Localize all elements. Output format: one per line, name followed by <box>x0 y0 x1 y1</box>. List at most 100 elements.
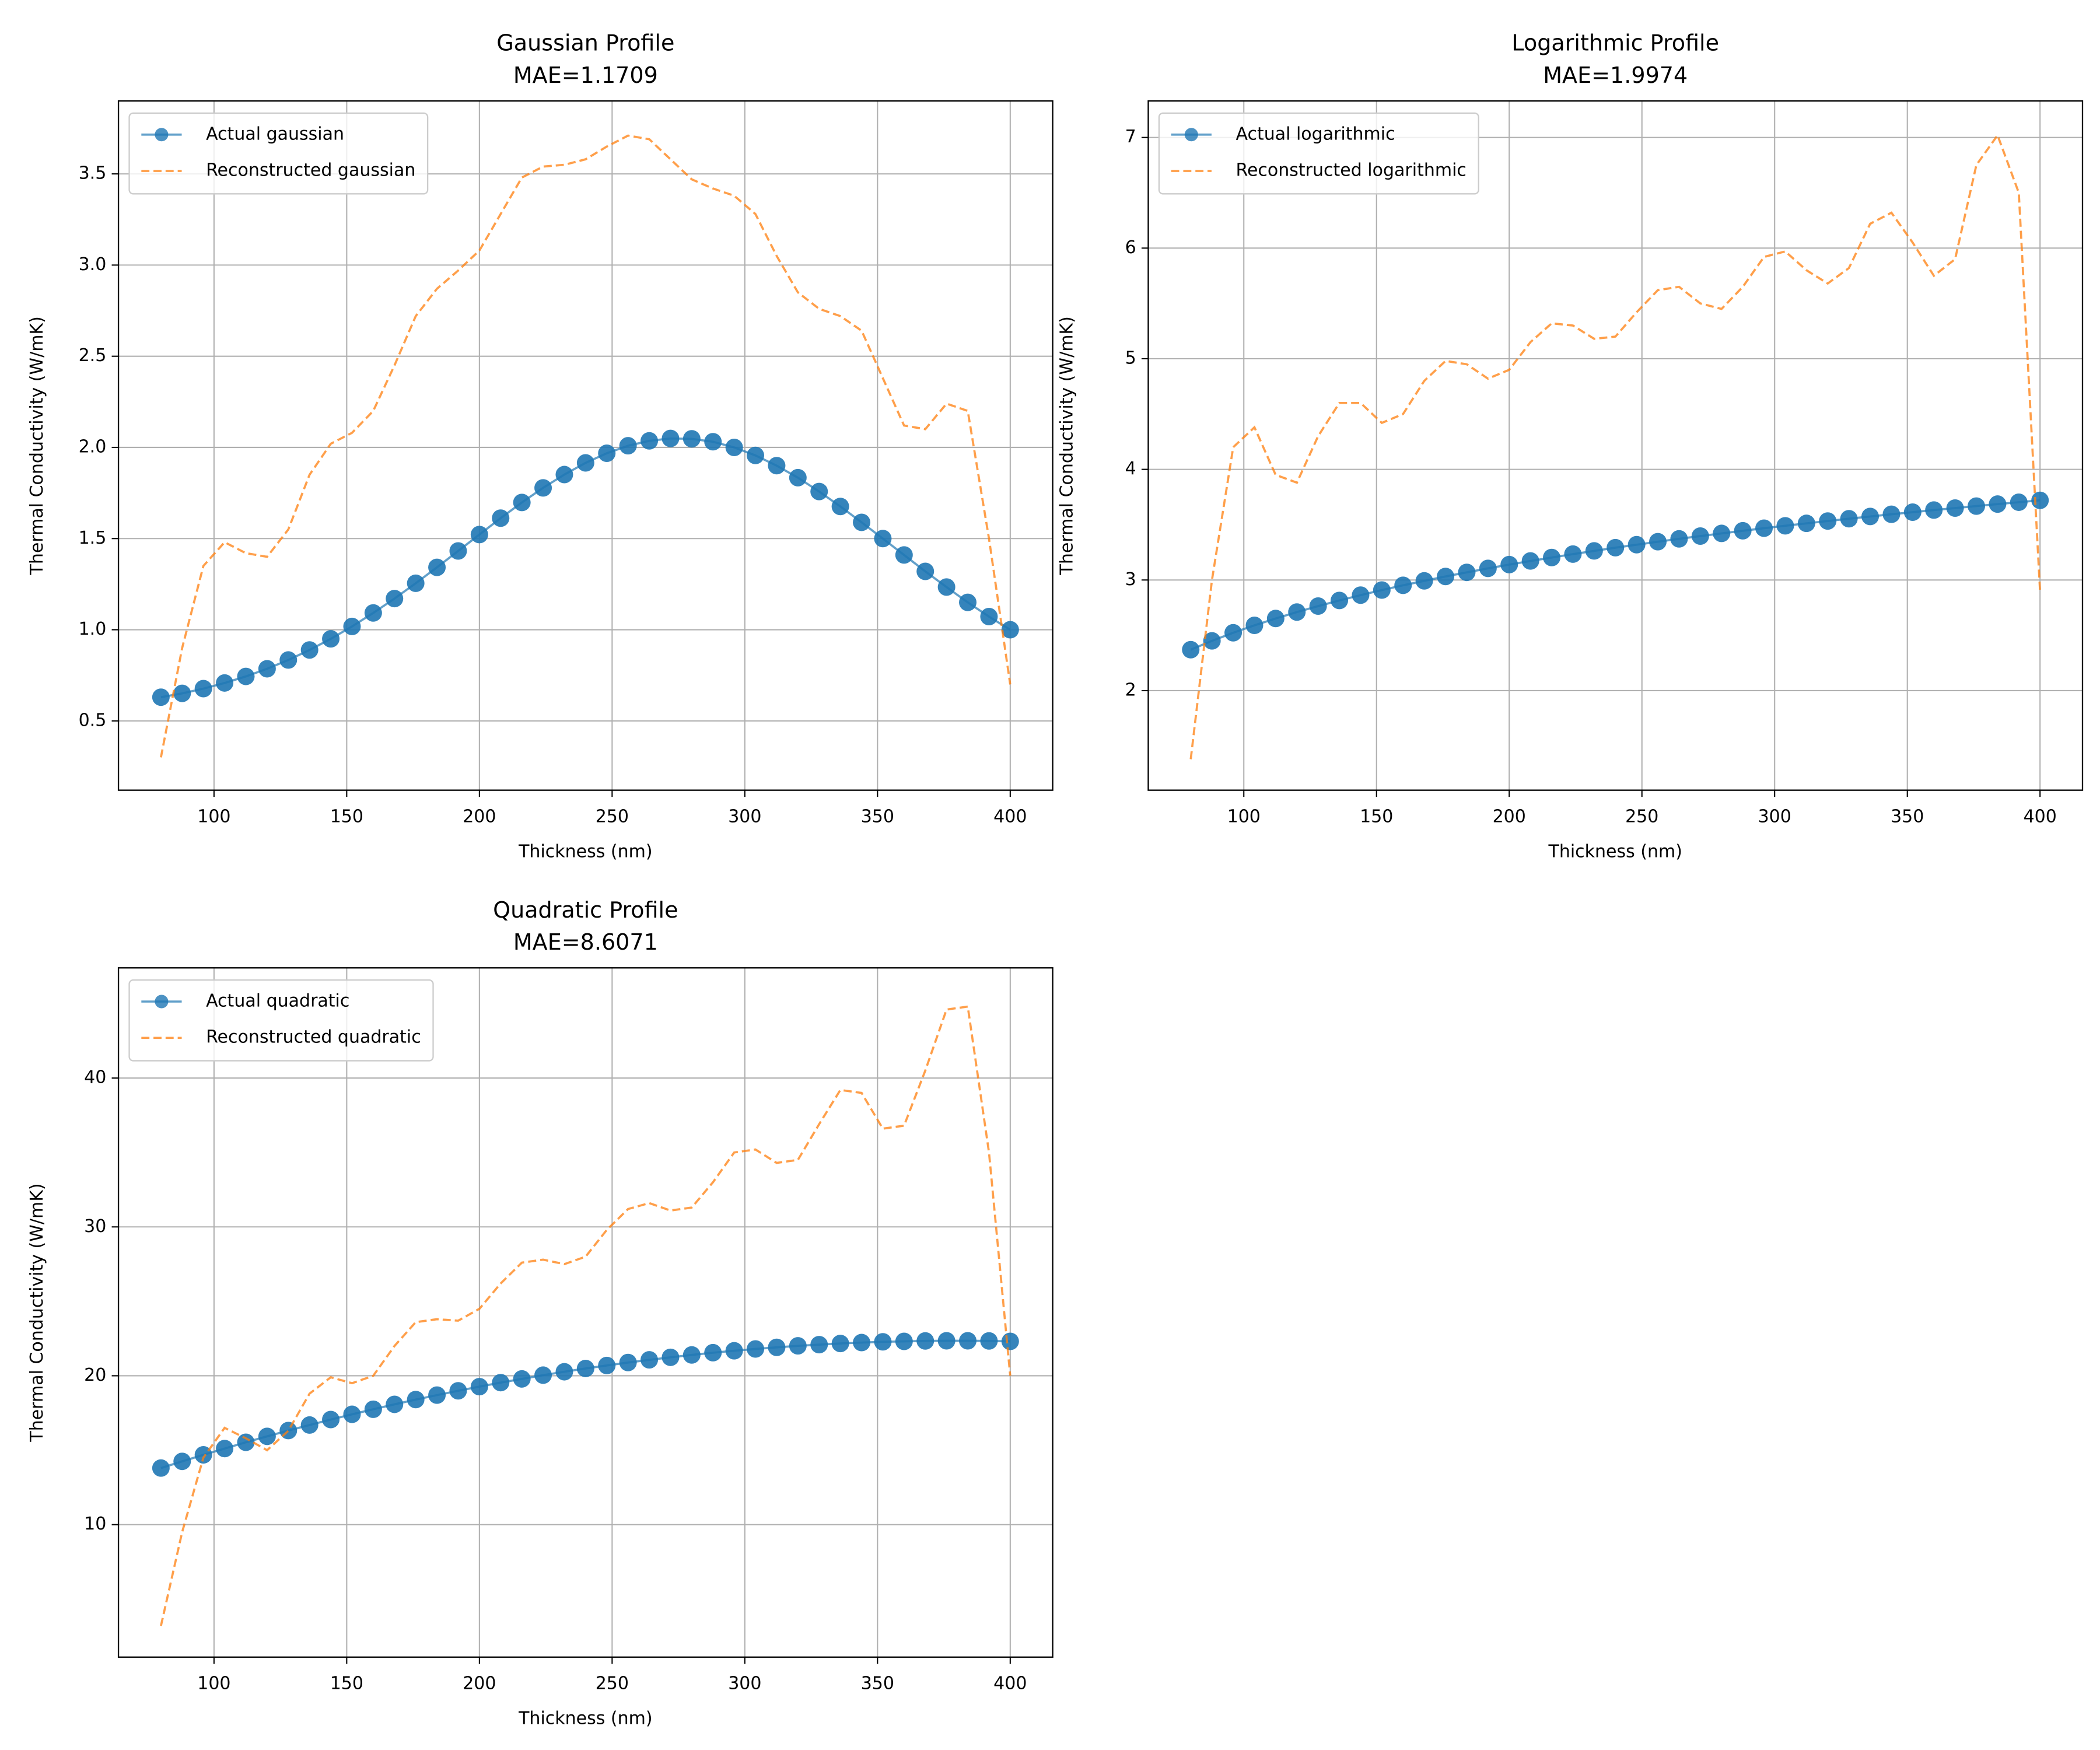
marker <box>1585 542 1603 560</box>
marker <box>386 590 404 608</box>
marker <box>237 667 255 685</box>
x-tick-label: 150 <box>330 806 363 827</box>
legend: Actual logarithmic Reconstructed logarith… <box>1158 112 1479 195</box>
marker <box>789 1337 807 1355</box>
y-tick-label: 3.0 <box>79 254 107 275</box>
y-tick-label: 3.5 <box>79 163 107 184</box>
marker <box>258 1427 276 1446</box>
marker <box>513 494 531 512</box>
legend-label: Actual gaussian <box>206 124 344 144</box>
legend-marker <box>155 995 169 1009</box>
marker <box>1670 530 1688 548</box>
marker <box>640 432 659 450</box>
marker <box>916 562 935 580</box>
marker <box>725 1342 743 1360</box>
y-tick-label: 4 <box>1125 459 1136 479</box>
x-tick-label: 150 <box>330 1673 363 1693</box>
marker <box>1331 592 1349 610</box>
marker <box>1776 517 1794 535</box>
y-axis-label: Thermal Conductivity (W/mK) <box>1057 316 1077 575</box>
marker <box>1203 632 1221 650</box>
marker <box>1713 524 1731 542</box>
marker <box>640 1351 659 1369</box>
marker <box>534 479 552 497</box>
axes-frame <box>117 100 1054 791</box>
x-axis-label: Thickness (nm) <box>518 841 652 862</box>
plot-area <box>152 1005 1019 1626</box>
marker <box>662 429 680 447</box>
marker <box>682 1346 701 1364</box>
marker <box>1437 568 1455 586</box>
marker <box>874 1333 892 1351</box>
marker <box>364 1400 382 1418</box>
marker <box>1968 497 1986 515</box>
marker <box>937 1332 956 1350</box>
marker <box>555 1363 573 1381</box>
marker <box>959 1332 977 1350</box>
y-tick-label: 2.5 <box>79 345 107 366</box>
marker <box>810 482 828 501</box>
legend-label: Actual logarithmic <box>1236 124 1395 144</box>
x-tick-label: 200 <box>463 806 496 827</box>
marker <box>874 530 892 548</box>
marker <box>619 437 637 455</box>
marker <box>1946 499 1964 517</box>
legend-label: Reconstructed quadratic <box>206 1027 421 1048</box>
marker <box>449 1382 467 1400</box>
marker <box>1734 522 1752 540</box>
marker <box>1415 572 1433 590</box>
marker <box>407 574 425 592</box>
legend-box <box>128 112 429 195</box>
marker <box>619 1353 637 1371</box>
x-tick-label: 350 <box>1891 806 1924 827</box>
y-tick-label: 30 <box>84 1216 106 1237</box>
x-tick-label: 400 <box>993 806 1027 827</box>
marker <box>959 593 977 611</box>
marker <box>470 1378 488 1396</box>
marker <box>386 1395 404 1413</box>
marker <box>492 509 510 527</box>
marker <box>279 651 298 669</box>
marker <box>895 546 913 564</box>
legend-label: Reconstructed gaussian <box>206 160 415 181</box>
marker <box>300 1416 318 1434</box>
marker <box>279 1422 298 1440</box>
marker <box>725 438 743 456</box>
marker <box>980 608 998 626</box>
y-tick-label: 10 <box>84 1514 106 1534</box>
marker <box>1182 640 1200 659</box>
marker <box>576 1359 594 1377</box>
marker <box>1224 624 1242 642</box>
y-tick-label: 6 <box>1125 237 1136 258</box>
x-tick-label: 250 <box>596 1673 629 1693</box>
dashed-line <box>160 134 1012 758</box>
marker <box>853 1334 871 1352</box>
marker <box>1755 519 1773 537</box>
legend-label: Actual quadratic <box>206 991 349 1011</box>
marker <box>1925 501 1943 519</box>
marker <box>1288 603 1306 621</box>
marker <box>152 1459 170 1477</box>
x-tick-label: 150 <box>1360 806 1393 827</box>
marker <box>1266 610 1284 628</box>
y-tick-label: 2 <box>1125 680 1136 700</box>
marker <box>555 466 573 484</box>
y-tick-label: 3 <box>1125 569 1136 590</box>
marker <box>173 684 191 702</box>
marker <box>1649 533 1667 551</box>
series-line <box>1190 499 2041 651</box>
marker <box>449 542 467 560</box>
marker <box>300 641 318 659</box>
legend-box <box>1158 112 1479 195</box>
x-axis-label: Thickness (nm) <box>1548 841 1682 862</box>
marker <box>428 558 446 576</box>
chart-subtitle: MAE=1.9974 <box>1543 62 1688 88</box>
marker <box>216 1440 234 1458</box>
marker <box>152 688 170 706</box>
y-tick-label: 0.5 <box>79 710 107 730</box>
marker <box>258 660 276 678</box>
x-tick-label: 200 <box>463 1673 496 1693</box>
marker <box>789 468 807 487</box>
chart-title: Quadratic Profile <box>493 897 678 923</box>
